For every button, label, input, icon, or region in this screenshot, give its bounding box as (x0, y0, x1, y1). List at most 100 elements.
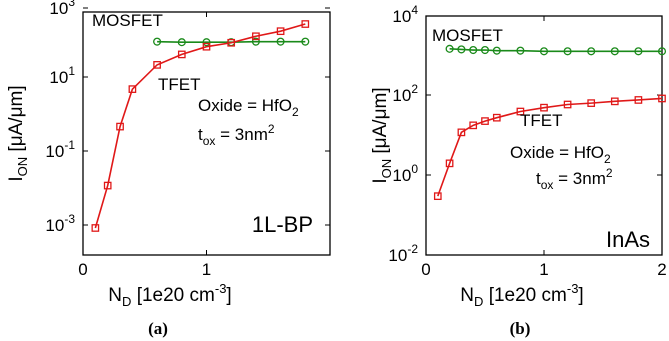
oxide-text: Oxide = HfO (510, 143, 604, 162)
data-point-tfet (227, 38, 236, 47)
data-point-mosfet (610, 47, 619, 56)
data-point-mosfet (516, 46, 525, 55)
x-label-subscript: D (122, 294, 131, 309)
x-tick-label: 2 (657, 260, 666, 279)
y-tick-label: 101 (49, 64, 75, 87)
x-label-superscript: -3 (215, 281, 227, 296)
data-point-tfet (658, 94, 666, 103)
x-tick-label: 1 (539, 260, 548, 279)
data-point-tfet (116, 122, 124, 131)
oxide-text: Oxide = HfO (198, 96, 292, 115)
x-tick-label: 0 (421, 260, 430, 279)
panel-caption: (a) (148, 319, 168, 338)
x-label-end: ] (226, 285, 231, 306)
data-point-tfet (563, 100, 572, 109)
y-tick-base: 10 (392, 166, 411, 185)
data-point-tfet (252, 32, 260, 41)
oxide-annotation: Oxide = HfO2 (510, 143, 611, 166)
oxide-annotation: Oxide = HfO2 (198, 96, 299, 119)
data-point-tfet (128, 85, 137, 93)
data-point-mosfet (202, 38, 211, 47)
x-label-superscript: -3 (567, 281, 579, 296)
x-axis-label: ND [1e20 cm-3] (108, 281, 231, 309)
series-label-tfet: TFET (520, 111, 563, 130)
y-tick-label: 103 (49, 0, 75, 18)
tox-subscript: ox (541, 178, 554, 192)
material-label: InAs (606, 227, 650, 252)
y-tick-base: 10 (388, 246, 407, 265)
x-tick-label: 0 (78, 260, 87, 279)
ticks-a (82, 7, 330, 255)
data-point-tfet (433, 192, 442, 201)
data-point-mosfet (480, 45, 490, 55)
data-point-mosfet (457, 45, 466, 54)
x-axis-label: ND [1e20 cm-3] (460, 281, 583, 309)
x-tick-label: 1 (202, 260, 211, 279)
x-label-subscript: D (474, 294, 483, 309)
data-point-mosfet (177, 38, 186, 47)
y-tick-base: 10 (45, 216, 64, 235)
y-label-text: [μA/μm] (370, 87, 391, 159)
y-label-subscript: ON (15, 157, 30, 177)
x-label-text: [1e20 cm (131, 285, 214, 306)
data-point-mosfet (469, 45, 478, 55)
data-point-mosfet (251, 37, 260, 46)
data-point-mosfet (276, 37, 285, 46)
data-point-tfet (634, 96, 643, 104)
tox-superscript: 2 (268, 122, 275, 136)
data-point-tfet (540, 103, 548, 112)
data-point-mosfet (657, 47, 667, 56)
tox-text: t (198, 125, 203, 144)
oxide-subscript: 2 (604, 152, 611, 166)
series-label-mosfet: MOSFET (92, 11, 163, 30)
y-tick-exponent: 2 (411, 82, 418, 96)
series-b (433, 44, 667, 201)
series-line-tfet (437, 97, 663, 197)
y-tick-label: 10-2 (388, 242, 418, 265)
y-tick-exponent: -1 (64, 138, 75, 152)
data-point-tfet (153, 61, 161, 69)
tox-value: = 3nm (215, 125, 267, 144)
oxide-subscript: 2 (292, 105, 299, 119)
data-point-tfet (516, 107, 525, 116)
data-point-tfet (587, 99, 596, 107)
tox-text: t (536, 169, 541, 188)
tox-subscript: ox (203, 134, 216, 148)
y-tick-base: 10 (392, 7, 411, 26)
y-tick-exponent: 1 (68, 64, 75, 78)
y-tick-exponent: -2 (407, 242, 418, 256)
ticks-b (425, 15, 663, 256)
y-label-main: I (370, 178, 391, 183)
data-point-tfet (481, 117, 489, 125)
series-a (91, 20, 310, 232)
data-point-mosfet (153, 37, 162, 46)
x-label-text: [1e20 cm (483, 285, 566, 306)
series-label-tfet: TFET (158, 75, 201, 94)
y-tick-base: 10 (45, 142, 64, 161)
y-tick-base: 10 (49, 68, 68, 87)
y-tick-base: 10 (49, 0, 68, 18)
y-tick-label: 102 (392, 82, 418, 105)
y-tick-exponent: 4 (411, 3, 418, 17)
data-point-tfet (301, 20, 310, 28)
y-tick-exponent: 3 (68, 0, 75, 9)
panel-caption: (b) (510, 319, 531, 338)
y-tick-label: 104 (392, 3, 418, 26)
data-point-mosfet (634, 47, 643, 56)
y-tick-label: 10-1 (45, 138, 75, 161)
series-line-tfet (94, 23, 306, 229)
y-tick-label: 100 (392, 162, 418, 185)
data-point-tfet (610, 97, 619, 106)
material-label: 1L-BP (252, 212, 313, 237)
data-point-mosfet (492, 46, 501, 55)
y-axis-label: ION [μA/μm] (370, 87, 394, 183)
data-point-tfet (202, 42, 211, 51)
y-tick-exponent: -3 (64, 212, 75, 226)
y-label-subscript: ON (379, 159, 394, 179)
data-point-tfet (276, 27, 285, 36)
data-point-tfet (469, 121, 478, 130)
